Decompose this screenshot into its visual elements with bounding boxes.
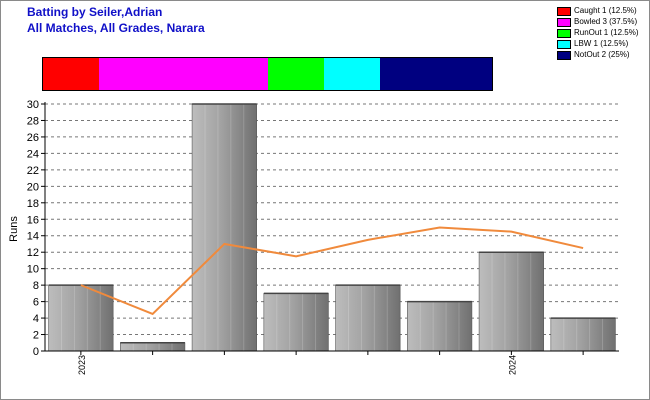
chart-subtitle: All Matches, All Grades, Narara [27,21,205,35]
y-tick-label: 10 [27,264,39,276]
legend-label: LBW 1 (12.5%) [574,39,629,48]
dismissal-segment-lbw [323,58,380,90]
legend-swatch [557,40,571,49]
dismissal-segment-caught [43,58,100,90]
bar [48,284,114,352]
legend-swatch [557,18,571,27]
y-tick-label: 18 [27,198,39,210]
bar [407,301,473,352]
bar [263,293,329,352]
legend-swatch [557,7,571,16]
y-tick-label: 0 [33,346,39,358]
y-tick-label: 8 [33,280,39,292]
legend-swatch [557,51,571,60]
x-tick-label: 2024 [507,355,517,375]
y-tick-label: 16 [27,214,39,226]
bar [335,284,401,352]
y-tick-label: 2 [33,330,39,342]
dismissal-segment-bowled [99,58,268,90]
dismissal-distribution-bar [42,57,493,91]
x-tick-label: 2023 [77,355,87,375]
chart-title: Batting by Seiler,Adrian [27,5,163,19]
bar [191,103,257,352]
y-tick-label: 28 [27,115,39,127]
y-tick-label: 22 [27,165,39,177]
y-tick-label: 30 [27,99,39,111]
y-tick-label: 4 [33,313,39,325]
legend-label: NotOut 2 (25%) [574,50,630,59]
y-tick-label: 24 [27,148,39,160]
y-tick-label: 20 [27,181,39,193]
y-tick-label: 26 [27,132,39,144]
legend-label: RunOut 1 (12.5%) [574,28,639,37]
trend-line [80,226,584,316]
legend-label: Caught 1 (12.5%) [574,6,637,15]
legend-label: Bowled 3 (37.5%) [574,17,638,26]
y-tick-label: 6 [33,297,39,309]
legend-swatch [557,29,571,38]
y-tick-label: 14 [27,231,39,243]
y-axis-label: Runs [8,216,20,242]
bar [550,317,616,352]
bar [478,251,544,352]
dismissal-segment-notout [379,58,492,90]
dismissal-segment-runout [267,58,324,90]
bar [120,342,186,352]
y-tick-label: 12 [27,247,39,259]
